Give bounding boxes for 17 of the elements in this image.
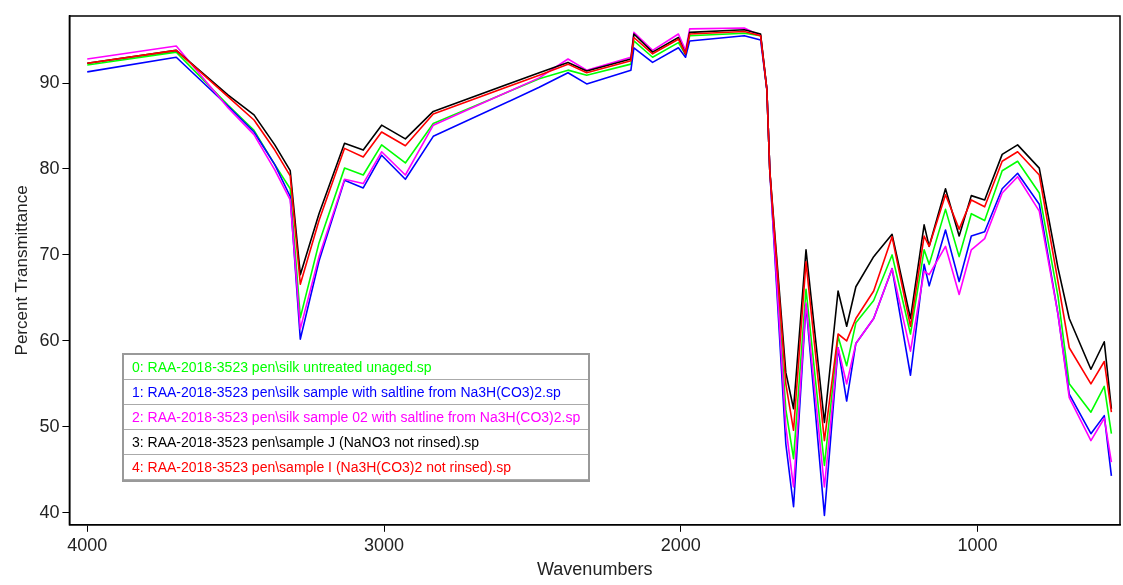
text: 1: RAA-2018-3523 pen\silk sample with saltline from Na3H(CO3)2.sp <box>124 380 589 405</box>
y-tick-label: 60 <box>39 329 60 350</box>
x-tick-label: 1000 <box>957 534 998 555</box>
text: 0: RAA-2018-3523 pen\silk untreated unaged.sp <box>124 355 589 380</box>
x-tick-label: 2000 <box>660 534 701 555</box>
y-tick-label: 80 <box>39 157 60 178</box>
y-tick-label: 40 <box>39 501 60 522</box>
x-tick-label: 3000 <box>363 534 405 555</box>
x-axis-title: Wavenumbers <box>537 559 653 580</box>
y-tick-label: 50 <box>39 415 60 436</box>
y-tick-label: 70 <box>39 243 60 264</box>
y-axis-title: Percent Transmittance <box>11 185 31 356</box>
text: 3: RAA-2018-3523 pen\sample J (NaNO3 not rinsed).sp <box>124 430 589 455</box>
x-tick-label: 4000 <box>67 534 108 555</box>
y-tick-label: 90 <box>39 72 60 93</box>
text: 4: RAA-2018-3523 pen\sample I (Na3H(CO3)2 not rinsed).sp <box>124 455 589 480</box>
text: 2: RAA-2018-3523 pen\silk sample 02 with saltline from Na3H(CO3)2.sp <box>124 405 589 430</box>
